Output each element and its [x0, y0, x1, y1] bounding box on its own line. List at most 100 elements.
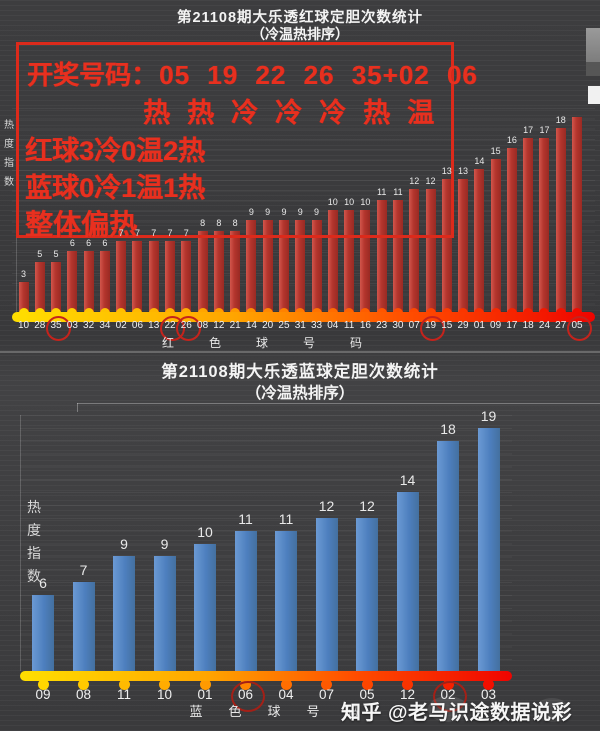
axis-bump — [360, 308, 371, 318]
drawn-number-circle — [159, 315, 185, 341]
category-label: 06 — [131, 320, 144, 331]
y-axis-title-char: 数 — [4, 177, 14, 188]
blue-panel-border-corner — [77, 403, 78, 412]
draw-temps-line: 热热冷冷冷热温 — [143, 98, 451, 128]
bar — [67, 251, 78, 313]
bar — [572, 117, 583, 313]
category-label: 31 — [294, 320, 306, 331]
axis-bump — [159, 678, 170, 690]
category-label: 33 — [310, 320, 323, 331]
category-label: 19 — [424, 320, 437, 331]
y-axis-title-char: 数 — [27, 568, 41, 584]
bar-value-label: 7 — [79, 562, 88, 579]
draw-numbers-line: 开奖号码：05 19 22 26 35+02 06 — [27, 55, 478, 92]
overall-summary-line: 整体偏热 — [25, 209, 138, 240]
x-axis-title-char: 色 — [208, 336, 222, 350]
axis-bump — [321, 678, 332, 690]
bar-value-label: 11 — [278, 510, 294, 527]
axis-bump — [148, 308, 159, 318]
bar-value-label: 9 — [120, 536, 128, 553]
category-label: 23 — [376, 320, 388, 331]
axis-bump — [278, 308, 289, 318]
bar — [148, 240, 159, 313]
axis-bump — [376, 308, 387, 318]
category-label: 32 — [83, 320, 95, 331]
blue-panel-border — [77, 403, 600, 404]
drawn-number-circle — [420, 315, 445, 341]
axis-bump — [572, 308, 583, 318]
bar — [83, 251, 94, 313]
bar — [99, 251, 110, 313]
bar — [116, 240, 127, 313]
x-axis-title-char: 红 — [161, 336, 175, 350]
category-label: 11 — [343, 320, 355, 331]
bar-value-label: 16 — [506, 135, 517, 146]
category-label: 04 — [327, 320, 339, 331]
axis-bump — [295, 308, 306, 318]
bar — [555, 127, 566, 313]
axis-gradient-strip — [12, 312, 595, 322]
bar-value-label: 14 — [474, 155, 485, 166]
bar — [32, 594, 54, 672]
drawn-number-circle — [175, 315, 201, 341]
axis-bump — [34, 308, 45, 318]
red-summary-line: 红球3冷0温2热 — [25, 136, 206, 166]
category-label: 03 — [66, 320, 78, 331]
bar — [458, 179, 469, 313]
bar-value-label: 14 — [399, 472, 416, 489]
bar — [197, 230, 208, 313]
axis-bump — [199, 678, 211, 690]
axis-bump — [165, 308, 176, 318]
category-label: 29 — [457, 320, 469, 331]
axis-bump — [116, 308, 127, 318]
axis-bump — [425, 308, 436, 318]
axis-bump — [230, 308, 241, 318]
bar — [113, 556, 135, 672]
bar-value-label: 3 — [20, 269, 27, 280]
category-label: 15 — [441, 320, 453, 331]
bar — [213, 230, 224, 313]
axis-bump — [409, 308, 420, 318]
blue-chart-subtitle: （冷温热排序） — [245, 385, 355, 402]
axis-bump — [181, 308, 192, 318]
axis-bump — [311, 308, 322, 318]
category-label: 10 — [17, 320, 30, 331]
category-label: 18 — [522, 320, 534, 331]
axis-bump — [506, 308, 517, 318]
bar — [523, 137, 534, 313]
draw-numbers-label: 开奖号码： — [27, 60, 158, 90]
x-axis-title-char: 号 — [302, 336, 316, 350]
axis-bump — [51, 308, 62, 318]
bar-value-label: 17 — [539, 124, 550, 135]
chart-gridlines — [20, 415, 512, 671]
axis-bump — [99, 308, 110, 318]
watermark-text: 知乎 @老马识途数据说彩 — [340, 702, 572, 724]
bar — [474, 168, 485, 313]
bar — [153, 556, 176, 672]
category-label: 21 — [229, 320, 241, 331]
bar — [72, 582, 95, 672]
category-label: 07 — [408, 320, 420, 331]
category-label: 26 — [180, 320, 192, 331]
axis-bump — [197, 308, 208, 318]
bar-value-label: 18 — [440, 420, 456, 437]
category-label: 25 — [278, 320, 290, 331]
bar-value-label: 11 — [238, 510, 253, 527]
category-label: 14 — [245, 320, 257, 331]
category-label: 22 — [164, 320, 176, 331]
axis-bump — [118, 678, 130, 690]
y-axis-title-char: 度 — [4, 139, 14, 150]
bar — [539, 137, 550, 313]
axis-bump — [441, 308, 452, 318]
axis-bump — [442, 678, 454, 690]
bar — [51, 261, 62, 313]
watermark-camera-icon — [535, 698, 569, 722]
category-label: 08 — [197, 320, 209, 331]
y-axis-title-char: 热 — [27, 499, 41, 515]
bar — [132, 240, 143, 313]
bar-value-label: 12 — [359, 497, 375, 514]
bar-value-label: 18 — [555, 114, 566, 125]
bar — [506, 148, 517, 313]
bar — [34, 261, 45, 313]
